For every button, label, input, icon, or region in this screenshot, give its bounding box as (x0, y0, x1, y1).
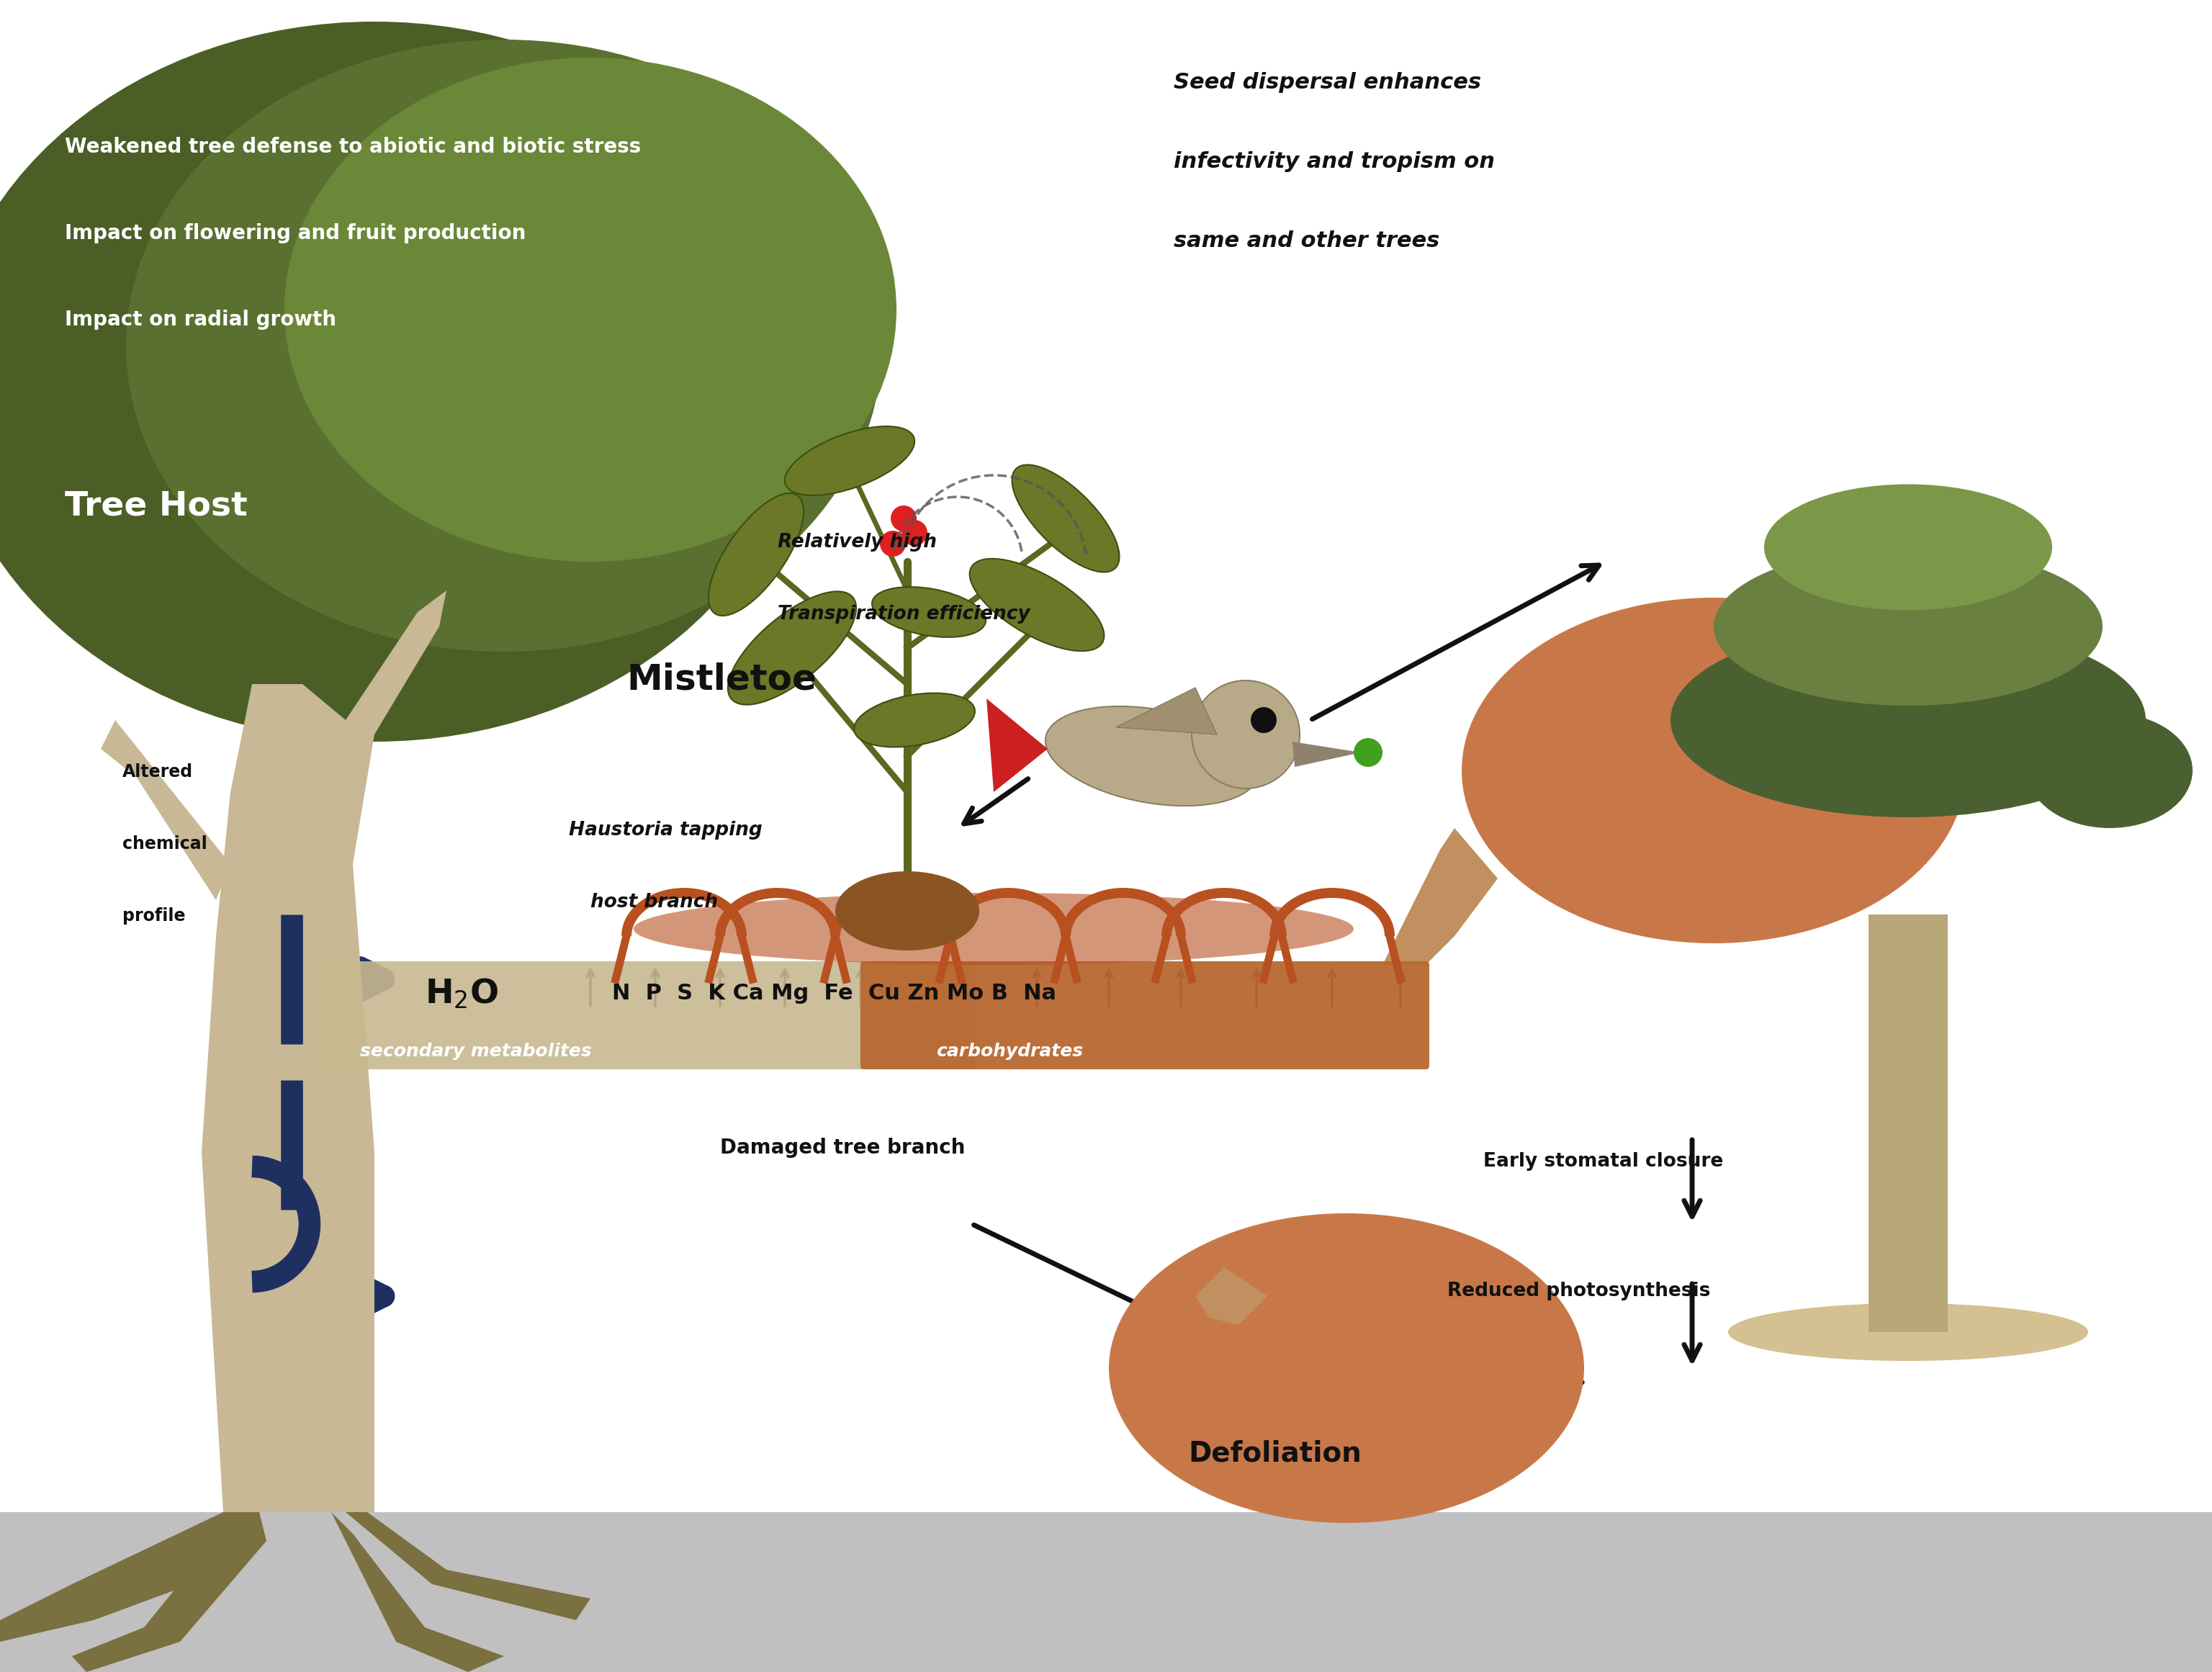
Ellipse shape (1462, 597, 1966, 943)
Circle shape (1354, 737, 1382, 767)
FancyBboxPatch shape (321, 961, 975, 1070)
Ellipse shape (969, 558, 1104, 650)
Text: carbohydrates: carbohydrates (936, 1043, 1084, 1060)
Text: Weakened tree defense to abiotic and biotic stress: Weakened tree defense to abiotic and bio… (64, 137, 641, 157)
Ellipse shape (872, 587, 987, 637)
Text: infectivity and tropism on: infectivity and tropism on (1175, 150, 1495, 172)
Polygon shape (0, 1511, 246, 1642)
Ellipse shape (126, 40, 883, 652)
Text: Relatively high: Relatively high (779, 533, 938, 552)
Polygon shape (1194, 1267, 1267, 1324)
Text: profile: profile (122, 908, 186, 925)
Ellipse shape (708, 493, 803, 615)
Ellipse shape (728, 592, 856, 704)
Circle shape (880, 530, 907, 557)
Ellipse shape (1765, 485, 2053, 610)
Polygon shape (1117, 687, 1217, 734)
Text: Defoliation: Defoliation (1188, 1440, 1360, 1468)
Ellipse shape (2026, 712, 2192, 828)
Text: Impact on flowering and fruit production: Impact on flowering and fruit production (64, 224, 526, 244)
FancyBboxPatch shape (860, 961, 1429, 1070)
Ellipse shape (1714, 547, 2104, 706)
Polygon shape (332, 1511, 504, 1672)
Polygon shape (987, 699, 1048, 793)
Text: Altered: Altered (122, 764, 192, 781)
Text: Transpiration efficiency: Transpiration efficiency (779, 605, 1031, 624)
Circle shape (1250, 707, 1276, 732)
Polygon shape (1292, 742, 1360, 767)
Text: host branch: host branch (591, 893, 719, 911)
Ellipse shape (1670, 624, 2146, 818)
Text: Impact on radial growth: Impact on radial growth (64, 309, 336, 329)
Ellipse shape (785, 426, 914, 495)
Polygon shape (345, 1511, 591, 1620)
Circle shape (891, 505, 916, 532)
Ellipse shape (1013, 465, 1119, 572)
Polygon shape (102, 721, 230, 900)
Ellipse shape (0, 22, 807, 742)
Text: Haustoria tapping: Haustoria tapping (568, 821, 763, 839)
Ellipse shape (1046, 706, 1259, 806)
Ellipse shape (1728, 1304, 2088, 1361)
Ellipse shape (836, 871, 980, 950)
Text: Early stomatal closure: Early stomatal closure (1484, 1152, 1723, 1170)
FancyBboxPatch shape (1869, 915, 1949, 1333)
Text: H$_2$O: H$_2$O (425, 976, 498, 1010)
FancyBboxPatch shape (0, 1511, 2212, 1672)
Circle shape (902, 520, 927, 545)
Text: secondary metabolites: secondary metabolites (361, 1043, 591, 1060)
Text: same and other trees: same and other trees (1175, 231, 1440, 251)
Ellipse shape (854, 694, 975, 747)
Text: chemical: chemical (122, 836, 208, 853)
Ellipse shape (1108, 1214, 1584, 1523)
Ellipse shape (285, 57, 896, 562)
Polygon shape (1382, 828, 1498, 965)
Polygon shape (73, 1511, 265, 1672)
Circle shape (1192, 681, 1301, 789)
Text: Mistletoe: Mistletoe (626, 662, 816, 697)
Text: Tree Host: Tree Host (64, 490, 248, 522)
Polygon shape (201, 590, 447, 1511)
Text: Seed dispersal enhances: Seed dispersal enhances (1175, 72, 1482, 94)
Ellipse shape (633, 893, 1354, 965)
Text: Reduced photosynthesis: Reduced photosynthesis (1447, 1282, 1710, 1301)
Text: Damaged tree branch: Damaged tree branch (721, 1137, 964, 1159)
Text: N  P  S  K Ca Mg  Fe  Cu Zn Mo B  Na: N P S K Ca Mg Fe Cu Zn Mo B Na (613, 983, 1057, 1005)
